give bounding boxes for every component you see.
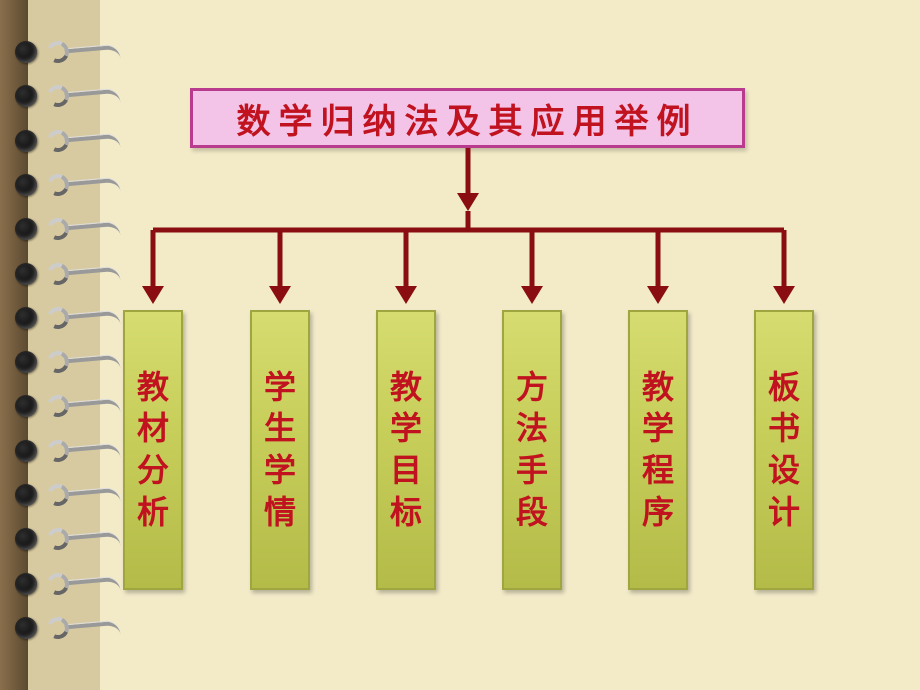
leaf-char: 板	[768, 371, 800, 405]
leaf-char: 情	[264, 496, 296, 530]
leaf-3: 教学目标	[376, 310, 436, 590]
leaf-char: 教	[642, 371, 674, 405]
note-paper: 数学归纳法及其应用举例 教材分析学生学情教学目标方法手段教学程序板书设计	[100, 0, 920, 690]
leaf-char: 分	[137, 454, 169, 488]
leaf-char: 析	[137, 496, 169, 530]
leaf-4: 方法手段	[502, 310, 562, 590]
leaf-char: 计	[768, 496, 800, 530]
leaf-char: 目	[390, 454, 422, 488]
leaf-2: 学生学情	[250, 310, 310, 590]
leaf-char: 段	[516, 496, 548, 530]
leaf-char: 书	[768, 412, 800, 446]
leaf-char: 教	[137, 371, 169, 405]
leaf-5: 教学程序	[628, 310, 688, 590]
leaf-char: 方	[516, 371, 548, 405]
leaf-char: 教	[390, 371, 422, 405]
leaf-6: 板书设计	[754, 310, 814, 590]
leaf-char: 学	[264, 371, 296, 405]
leaf-char: 学	[390, 412, 422, 446]
leaf-char: 学	[264, 454, 296, 488]
leaf-char: 标	[390, 496, 422, 530]
leaf-char: 设	[768, 454, 800, 488]
leaf-char: 学	[642, 412, 674, 446]
leaf-1: 教材分析	[123, 310, 183, 590]
page-root: 数学归纳法及其应用举例 教材分析学生学情教学目标方法手段教学程序板书设计	[0, 0, 920, 690]
leaf-char: 手	[516, 454, 548, 488]
leaf-char: 生	[264, 412, 296, 446]
leaf-char: 程	[642, 454, 674, 488]
leaf-char: 材	[137, 412, 169, 446]
leaf-char: 序	[642, 496, 674, 530]
leaf-char: 法	[516, 412, 548, 446]
